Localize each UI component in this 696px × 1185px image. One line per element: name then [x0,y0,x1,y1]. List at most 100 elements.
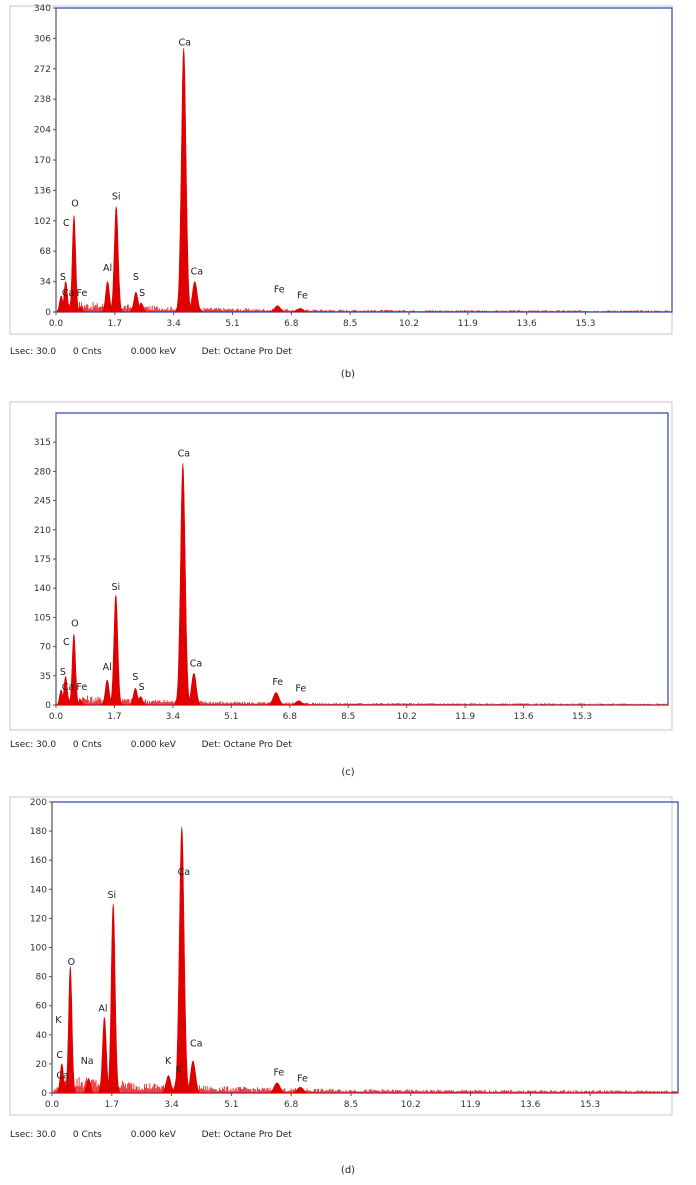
y-tick-label: 0 [45,701,51,711]
element-label: Al [103,263,112,274]
element-label: K [175,1065,182,1076]
y-tick-label: 160 [30,856,47,866]
x-tick-label: 15.3 [575,319,595,329]
peak-si [108,594,124,706]
spectrum-background [53,1077,678,1093]
y-tick-label: 180 [30,827,47,837]
status-bar: Lsec: 30.0 0 Cnts 0.000 keV Det: Octane … [10,347,292,357]
x-tick-label: 6.8 [284,319,299,329]
plot-border [55,7,673,313]
spectrum-chart-c: 0 35 70 105 140 175 210 245 280 315 0.0 1.7 3.4 5.1 6.… [9,401,673,731]
element-label: Ca [56,1070,68,1081]
y-tick-label: 60 [36,1002,48,1012]
y-tick-label: 170 [34,156,51,166]
y-tick-label: 105 [34,613,51,623]
element-label: Al [98,1004,107,1015]
x-tick-label: 5.1 [224,1100,238,1110]
element-label: Ca [190,659,202,670]
element-label: K [165,1056,172,1067]
figure-caption-d: (d) [340,1165,356,1176]
peak-fe [288,308,313,313]
chart-frame [9,401,673,731]
y-tick-label: 200 [30,798,47,808]
x-tick-label: 1.7 [107,712,121,722]
element-label: O [68,957,75,968]
counts-readout: 0 Cnts [72,740,102,750]
element-label: S [132,672,138,683]
x-tick-label: 5.1 [225,319,239,329]
y-tick-label: 238 [34,95,51,105]
element-label: Al [103,662,112,673]
element-label: Si [107,890,116,901]
y-tick-label: 315 [34,438,51,448]
x-tick-label: 13.6 [514,712,534,722]
x-tick-label: 8.5 [344,1100,358,1110]
x-tick-label: 0.0 [49,712,64,722]
peak-si [105,903,122,1094]
y-tick-label: 120 [30,914,47,924]
status-bar: Lsec: 30.0 0 Cnts 0.000 keV Det: Octane … [10,1130,292,1140]
peak-fe [265,1082,289,1094]
spectrum-chart-b: 0 34 68 102 136 170 204 238 272 306 340 0.0 1.7 3.4 5.… [9,4,673,335]
spectrum-background [57,695,668,705]
kev-readout: 0.000 keV [130,1130,176,1140]
x-tick-label: 8.5 [341,712,355,722]
element-label: Si [112,191,121,202]
element-label: Fe [272,677,283,688]
peak-fe [73,699,88,706]
y-tick-label: 34 [40,278,52,288]
element-label: Ca [62,288,74,299]
y-tick-label: 136 [34,186,51,196]
peak-s [132,696,149,706]
y-tick-label: 68 [40,247,52,257]
y-tick-label: 20 [36,1060,48,1070]
element-label: O [71,198,78,209]
element-label: O [71,619,78,630]
x-tick-label: 10.2 [397,712,417,722]
element-label: S [60,667,66,678]
element-label: Fe [295,684,306,695]
peak-ca [184,672,204,706]
y-tick-label: 175 [34,555,51,565]
element-label: S [133,272,139,283]
figure-caption-b: (b) [340,369,356,380]
element-label: Na [81,1056,94,1067]
y-tick-label: 35 [40,672,51,682]
y-tick-label: 210 [34,526,51,536]
y-tick-label: 70 [40,643,52,653]
element-label: Fe [77,288,88,299]
peak-fe [288,1086,313,1094]
y-tick-label: 280 [34,467,51,477]
x-tick-label: 6.8 [283,712,298,722]
figure-caption-c: (c) [341,767,355,778]
element-label: Fe [76,682,87,693]
element-label: Si [111,582,120,593]
y-tick-label: 80 [36,973,48,983]
x-tick-label: 15.3 [572,712,592,722]
peak-fe [73,306,88,313]
element-label: Fe [274,284,285,295]
x-tick-label: 11.9 [460,1100,480,1110]
spectrum-panel-d: 0 20 40 60 80 100 120 140 160 180 200 0.0 1.7 3.4 5.1 6… [0,790,696,1185]
element-label: S [139,288,145,299]
lsec-readout: Lsec: 30.0 [10,740,57,750]
lsec-readout: Lsec: 30.0 [10,347,57,357]
peak-si [108,206,124,313]
spectrum-background [57,302,672,312]
x-tick-label: 0.0 [49,319,64,329]
element-label: Ca [178,867,190,878]
x-tick-label: 3.4 [164,1100,179,1110]
y-tick-label: 140 [34,584,51,594]
plot-border [55,412,669,706]
counts-readout: 0 Cnts [72,347,102,357]
element-label: Fe [273,1068,284,1079]
x-tick-label: 11.9 [455,712,475,722]
x-tick-label: 8.5 [343,319,357,329]
y-tick-label: 0 [41,1089,47,1099]
peak-fe [264,692,288,706]
y-tick-label: 245 [34,497,51,507]
element-label: Ca [179,38,191,49]
y-tick-label: 204 [34,126,51,136]
x-tick-label: 13.6 [520,1100,540,1110]
peak-o [63,966,78,1094]
